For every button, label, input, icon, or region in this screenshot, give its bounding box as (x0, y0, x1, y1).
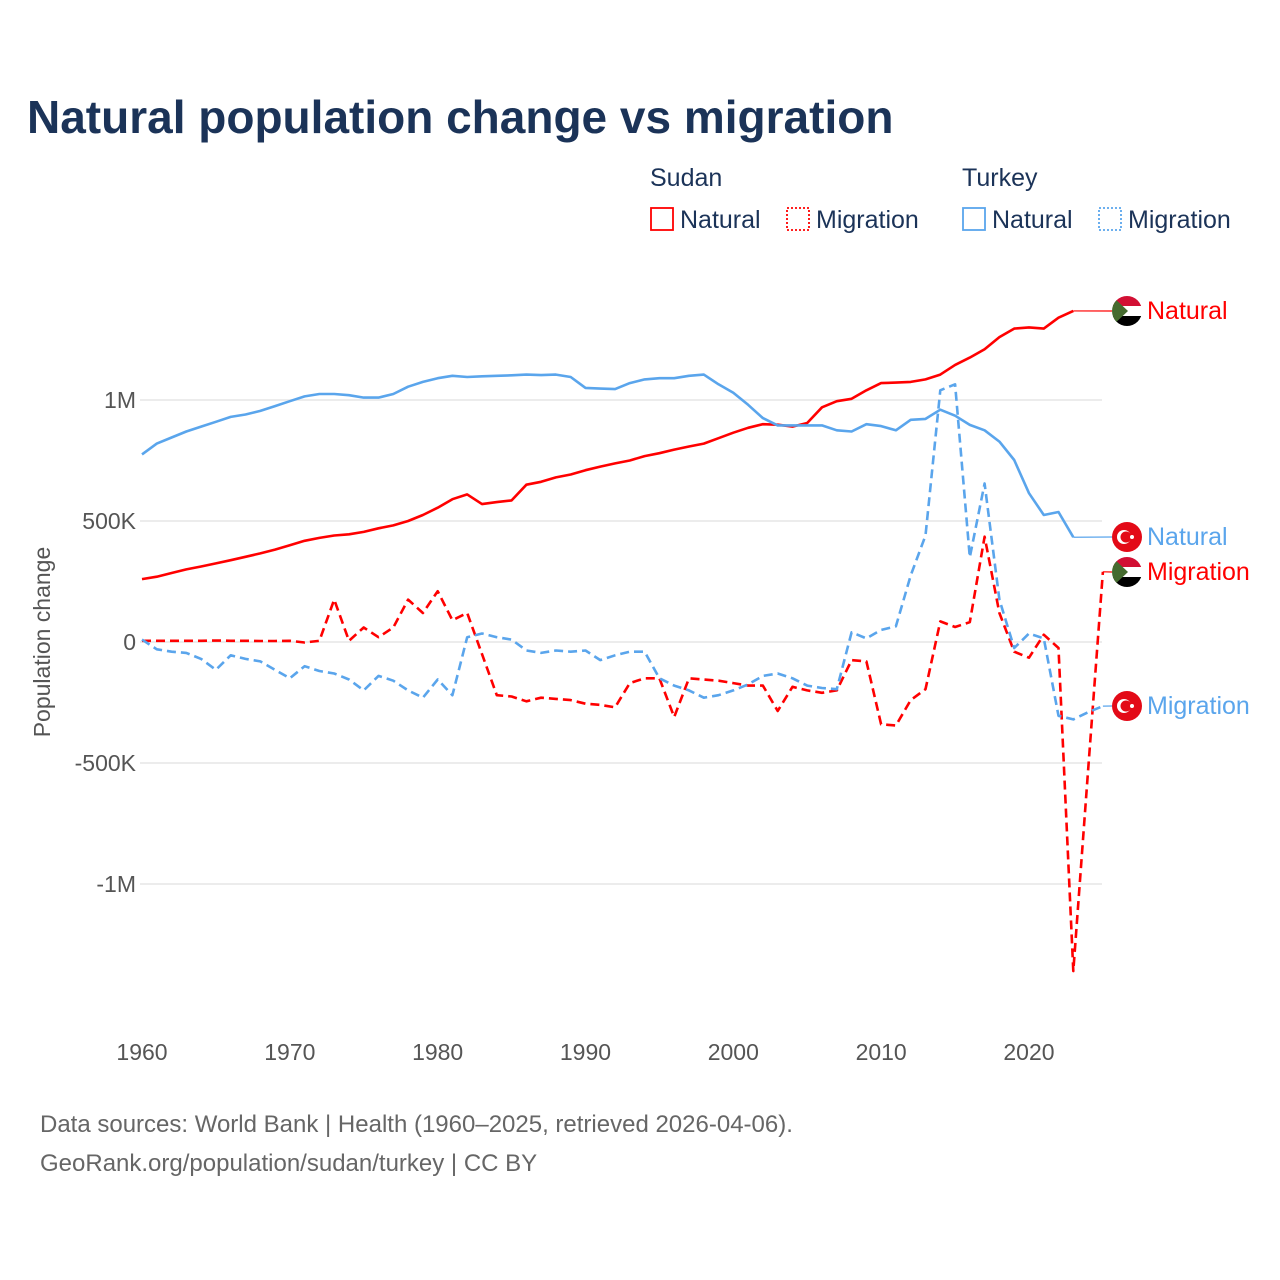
sudan-flag-stripes (1112, 557, 1142, 587)
sudan-flag-icon (1112, 296, 1142, 326)
y-tick-label: 1M (104, 387, 136, 413)
legend-swatch-migration (786, 207, 810, 231)
line-turkey-migration (141, 382, 1104, 721)
legend-item-migration: Migration (1128, 206, 1231, 234)
footer-link[interactable]: GeoRank.org/population/sudan/turkey | CC… (40, 1150, 537, 1177)
end-label-sudan-natural: Natural (1147, 297, 1228, 325)
flag-triangle-green (1112, 557, 1128, 587)
footer-source: Data sources: World Bank | Health (1960–… (40, 1111, 793, 1138)
x-tick-label: 1990 (560, 1039, 611, 1065)
y-tick-label: -500K (75, 750, 137, 776)
flag-crescent-inner (1120, 531, 1132, 543)
line-sudan-natural (141, 309, 1074, 581)
flag-star (1130, 535, 1134, 539)
x-tick-label: 1960 (116, 1039, 167, 1065)
legend: Sudan Natural Migration Turkey Natural Migrat… (650, 164, 1231, 234)
end-label-sudan-migration: Migration (1147, 558, 1250, 586)
line-turkey-natural (141, 373, 1075, 538)
legend-group-sudan: Sudan (650, 164, 722, 192)
flag-star (1130, 704, 1134, 708)
series-lines (141, 309, 1105, 973)
x-tick-label: 1970 (264, 1039, 315, 1065)
y-axis: 1M 500K 0 -500K -1M (75, 387, 137, 897)
flag-stripe-red (1112, 296, 1142, 306)
legend-item-natural: Natural (680, 206, 761, 234)
flag-stripe-black (1112, 316, 1142, 326)
legend-swatch-natural (962, 207, 986, 231)
line-sudan-migration (142, 535, 1105, 973)
flag-crescent-inner (1120, 700, 1132, 712)
x-tick-label: 2020 (1003, 1039, 1054, 1065)
x-tick-label: 2010 (856, 1039, 907, 1065)
legend-item-natural: Natural (992, 206, 1073, 234)
x-tick-label: 1980 (412, 1039, 463, 1065)
y-tick-label: 500K (82, 508, 136, 534)
chart-title: Natural population change vs migration (27, 91, 893, 143)
sudan-flag-stripes (1112, 296, 1142, 326)
legend-swatch-migration (1098, 207, 1122, 231)
legend-item-migration: Migration (816, 206, 919, 234)
y-tick-label: 0 (123, 629, 136, 655)
flag-stripe-black (1112, 577, 1142, 587)
y-tick-label: -1M (96, 871, 136, 897)
sudan-flag-icon (1112, 557, 1142, 587)
end-labels: Natural Migration Natural Migration (1073, 296, 1250, 721)
x-axis: 1960 1970 1980 1990 2000 2010 2020 (116, 1039, 1054, 1065)
legend-group-turkey: Turkey (962, 164, 1038, 192)
x-tick-label: 2000 (708, 1039, 759, 1065)
y-axis-label: Population change (29, 547, 55, 738)
flag-stripe-red (1112, 557, 1142, 567)
legend-swatch-natural (650, 207, 674, 231)
flag-triangle-green (1112, 296, 1128, 326)
end-label-turkey-migration: Migration (1147, 692, 1250, 720)
end-label-turkey-natural: Natural (1147, 523, 1228, 551)
turkey-flag-icon (1112, 522, 1142, 552)
turkey-flag-icon (1112, 691, 1142, 721)
